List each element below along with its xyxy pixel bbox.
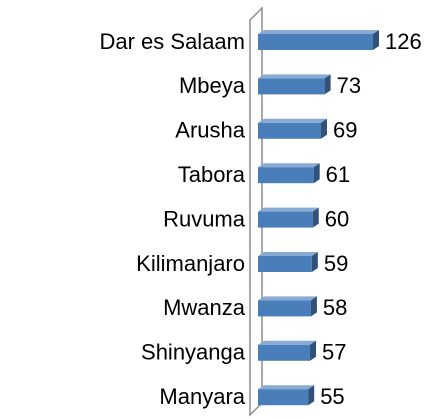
bar-top: [258, 252, 318, 256]
bar: [258, 122, 321, 139]
value-label: 73: [337, 73, 361, 98]
bar-top: [258, 74, 331, 79]
bar: [258, 167, 314, 184]
bar-top: [258, 296, 317, 301]
bar-side: [310, 296, 317, 317]
category-label: Ruvuma: [163, 206, 246, 231]
bar: [258, 300, 311, 317]
bar-top: [258, 118, 327, 123]
bar-top: [258, 207, 319, 212]
bar: [258, 78, 325, 95]
bar: [258, 211, 313, 228]
bar-side: [310, 340, 317, 361]
category-label: Mwanza: [163, 295, 246, 320]
category-label: Arusha: [175, 118, 245, 143]
bar: [258, 256, 312, 272]
category-label: Tabora: [178, 162, 246, 187]
value-label: 60: [325, 206, 349, 231]
bar-top: [258, 385, 315, 390]
bar: [258, 344, 311, 361]
bar-side: [312, 207, 319, 228]
value-label: 58: [323, 295, 347, 320]
bar-side: [373, 30, 379, 50]
bar-side: [311, 252, 318, 272]
bar-top: [258, 163, 320, 168]
category-label: Dar es Salaam: [99, 29, 245, 54]
bar-side: [320, 118, 327, 139]
bar-side: [324, 74, 331, 95]
value-label: 59: [324, 251, 348, 276]
value-label: 57: [322, 340, 346, 365]
category-label: Shinyanga: [141, 340, 246, 365]
category-label: Mbeya: [179, 73, 246, 98]
bar-top: [258, 30, 379, 34]
bar: [258, 389, 309, 406]
bar-side: [308, 385, 315, 406]
bar: [258, 34, 373, 50]
category-label: Manyara: [159, 384, 245, 409]
value-label: 61: [326, 162, 350, 187]
bar-side: [313, 163, 320, 184]
bar-top: [258, 340, 317, 345]
category-label: Kilimanjaro: [136, 251, 245, 276]
value-label: 69: [333, 118, 357, 143]
value-label: 126: [385, 29, 422, 54]
value-label: 55: [320, 384, 344, 409]
